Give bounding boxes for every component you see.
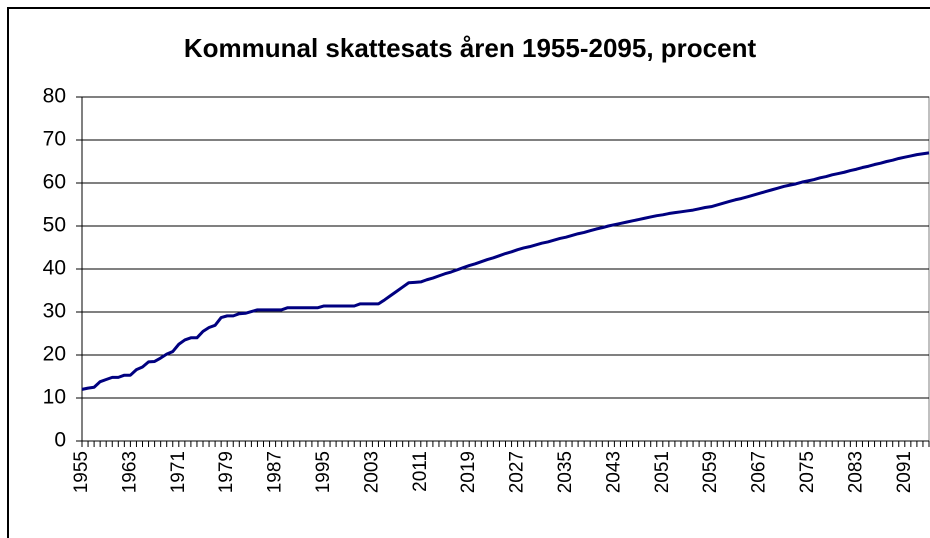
chart-frame xyxy=(7,7,930,538)
y-tick-label: 30 xyxy=(43,300,66,323)
x-tick-label: 1971 xyxy=(168,451,189,493)
y-tick-label: 40 xyxy=(43,257,66,280)
x-tick-label: 1979 xyxy=(216,451,237,493)
chart-title: Kommunal skattesats åren 1955-2095, proc… xyxy=(184,33,757,63)
x-tick-label: 2083 xyxy=(845,451,866,493)
x-tick-label: 2091 xyxy=(894,451,915,493)
y-tick-label: 80 xyxy=(43,85,66,108)
x-tick-label: 1963 xyxy=(119,451,140,493)
x-tick-label: 2075 xyxy=(797,451,818,493)
x-tick-label: 1995 xyxy=(313,451,334,493)
x-tick-label: 2019 xyxy=(458,451,479,493)
y-tick-label: 0 xyxy=(54,429,66,452)
y-tick-label: 70 xyxy=(43,128,66,151)
x-tick-label: 2035 xyxy=(555,451,576,493)
y-tick-label: 60 xyxy=(43,171,66,194)
x-tick-label: 1987 xyxy=(265,451,286,493)
x-tick-label: 2067 xyxy=(749,451,770,493)
line-series xyxy=(81,151,930,391)
x-tick-label: 2011 xyxy=(410,451,431,492)
x-tick-label: 2027 xyxy=(507,451,528,493)
x-tick-label: 2043 xyxy=(603,451,624,493)
y-tick-label: 50 xyxy=(43,214,66,237)
x-tick-label: 1955 xyxy=(71,451,92,493)
x-tick-label: 2059 xyxy=(700,451,721,493)
x-tick-label: 2051 xyxy=(652,451,673,493)
y-tick-label: 20 xyxy=(43,343,66,366)
y-tick-label: 10 xyxy=(43,386,66,409)
x-tick-label: 2003 xyxy=(361,451,382,493)
